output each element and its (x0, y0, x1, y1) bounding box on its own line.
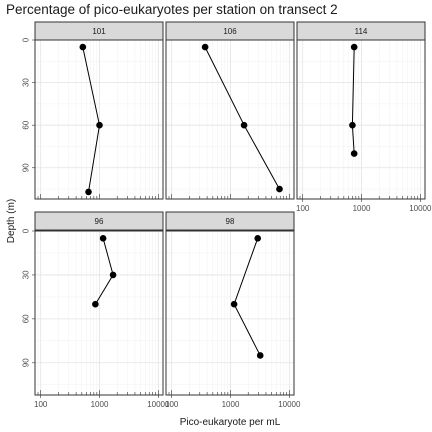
y-tick-label: 30 (22, 270, 31, 279)
x-tick-label: 100 (34, 400, 48, 409)
panel-98: 98 100 1000 10000 (165, 211, 301, 409)
panel-114: 114 100 1000 10000 (296, 21, 432, 213)
y-tick-label: 60 (22, 314, 31, 323)
panel-strip (165, 211, 295, 231)
panel-border (165, 230, 295, 396)
panel-strip-label: 106 (223, 27, 237, 36)
panel-background (166, 231, 294, 395)
data-point (350, 150, 358, 157)
data-point (240, 121, 248, 129)
y-tick-label: 0 (22, 228, 31, 233)
panel-border (34, 39, 164, 200)
data-point (230, 300, 238, 308)
data-point (99, 235, 107, 242)
panel-background (166, 40, 294, 199)
data-point (254, 235, 262, 242)
panel-strip-label: 114 (355, 27, 368, 36)
x-tick-label: 10000 (278, 400, 301, 409)
data-point (201, 43, 209, 51)
panel-96: 96 0 30 60 90 100 1000 10000 (22, 211, 170, 409)
x-tick-label: 100 (296, 204, 310, 213)
data-point (92, 300, 99, 308)
panel-border (34, 230, 164, 396)
data-point (256, 352, 264, 359)
x-tick-label: 1000 (353, 204, 371, 213)
y-axis-title: Depth (m) (6, 199, 17, 243)
x-tick-label: 100 (165, 400, 179, 409)
panel-border (165, 39, 295, 200)
panel-strip (34, 211, 164, 231)
y-tick-label: 30 (22, 78, 31, 87)
data-point (109, 271, 117, 279)
x-tick-label: 10000 (409, 204, 432, 213)
x-tick-label: 1000 (222, 400, 240, 409)
y-tick-label: 60 (22, 120, 31, 129)
panel-background (297, 40, 425, 199)
data-point (85, 188, 92, 196)
x-axis-title: Pico-eukaryote per mL (180, 417, 281, 428)
panel-strip-label: 96 (95, 217, 104, 226)
data-point (276, 185, 283, 193)
panel-strip-label: 101 (92, 27, 106, 36)
y-tick-label: 90 (22, 358, 31, 367)
x-tick-label: 10000 (147, 400, 170, 409)
x-tick-label: 1000 (91, 400, 109, 409)
data-point (79, 43, 87, 51)
chart-title: Percentage of pico-eukaryotes per statio… (6, 2, 338, 17)
data-point (349, 121, 356, 129)
panel-106: 106 (165, 21, 295, 200)
panel-strip-label: 98 (226, 217, 235, 226)
panel-101: 101 0 30 60 90 (22, 21, 164, 200)
panel-background (35, 40, 163, 199)
panel-border (296, 39, 426, 200)
data-point (96, 121, 103, 129)
panel-background (35, 231, 163, 395)
y-tick-label: 90 (22, 163, 31, 172)
data-point (350, 43, 358, 51)
y-tick-label: 0 (22, 37, 31, 42)
